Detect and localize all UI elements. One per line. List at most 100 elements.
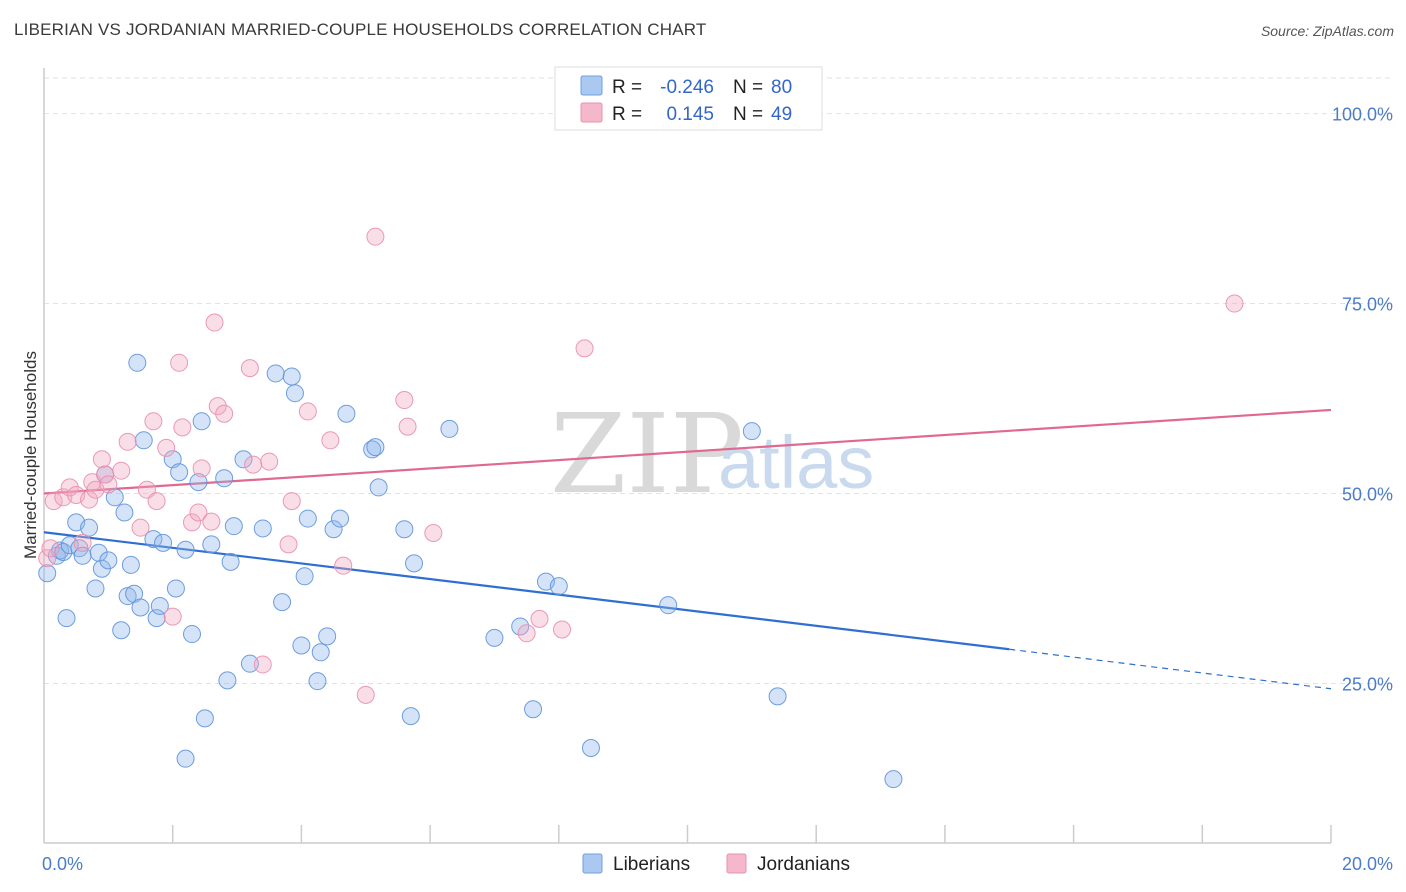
axes [43,68,1332,844]
legend-n-value: 80 [771,77,792,98]
point-jordanians [334,556,353,575]
point-liberians [218,671,237,690]
point-jordanians [41,539,60,558]
point-liberians [240,654,259,673]
point-liberians [337,404,356,423]
point-liberians [121,555,140,574]
point-liberians [440,419,459,438]
point-jordanians [208,397,227,416]
point-jordanians [366,227,385,246]
point-jordanians [183,513,202,532]
point-jordanians [202,512,221,531]
point-jordanians [398,417,417,436]
point-liberians [405,554,424,573]
point-jordanians [215,404,234,423]
x-tick-label: 0.0% [42,854,83,874]
point-liberians [292,636,311,655]
point-jordanians [144,412,163,431]
point-liberians [395,520,414,539]
legend-r-value: 0.145 [666,104,714,125]
bottom-legend: Liberians Jordanians [582,853,850,875]
point-liberians [311,643,330,662]
legend-r-value: -0.246 [660,77,714,98]
point-liberians [176,540,195,559]
y-tick-label: 100.0% [1332,105,1393,125]
point-liberians [549,577,568,596]
point-liberians [742,422,761,441]
point-liberians [99,551,118,570]
point-liberians [285,384,304,403]
point-liberians [176,749,195,768]
point-jordanians [279,535,298,554]
point-liberians [215,469,234,488]
legend-swatch-liberians [580,75,603,96]
legend-n-value: 49 [771,104,792,125]
point-liberians [524,700,543,719]
grid-lines [44,77,1392,684]
point-jordanians [131,518,150,537]
point-jordanians [356,685,375,704]
bottom-legend-swatch-liberians [582,853,603,874]
y-tick-label: 75.0% [1342,295,1393,315]
point-jordanians [530,609,549,628]
point-jordanians [424,524,443,542]
legend-swatch-jordanians [580,102,603,123]
point-liberians [57,609,76,628]
point-jordanians [260,452,279,471]
point-liberians [80,518,99,537]
point-jordanians [80,490,99,509]
point-jordanians [575,339,594,358]
point-jordanians [1225,294,1244,313]
point-liberians [282,367,301,386]
point-jordanians [244,455,263,474]
point-liberians [134,431,153,450]
point-liberians [150,596,169,615]
legend-r-label: R = [612,77,642,98]
point-liberians [170,463,189,482]
point-liberians [189,473,208,492]
point-liberians [128,353,147,372]
point-liberians [581,739,600,758]
point-jordanians [517,624,536,643]
point-jordanians [38,549,57,568]
point-jordanians [321,431,340,450]
y-tick-label: 50.0% [1342,484,1393,504]
point-liberians [38,564,57,583]
legend-n-label: N = [733,77,763,98]
bottom-legend-swatch-jordanians [726,853,747,874]
x-tick-label: 20.0% [1342,854,1393,874]
bottom-legend-label-liberians: Liberians [613,854,690,875]
point-liberians [154,533,173,552]
point-liberians [273,593,292,612]
watermark-atlas: atlas [718,421,874,504]
point-liberians [884,770,903,789]
point-liberians [115,503,134,522]
point-liberians [511,617,530,636]
legend-r-label: R = [612,104,642,125]
point-liberians [295,567,314,586]
point-liberians [318,627,337,646]
point-liberians [366,438,385,457]
point-jordanians [205,313,224,332]
point-jordanians [147,492,166,511]
point-jordanians [73,533,92,552]
y-tick-label: 25.0% [1342,674,1393,694]
point-liberians [202,535,221,554]
point-liberians [308,672,327,691]
point-jordanians [44,492,63,511]
trend-line-jordanians [43,408,1332,495]
point-liberians [224,517,243,536]
point-jordanians [163,607,182,626]
point-jordanians [99,475,118,494]
point-jordanians [395,391,414,410]
point-jordanians [298,402,317,421]
point-liberians [221,552,240,571]
point-jordanians [60,478,79,497]
x-tick-labels: 0.0% 20.0% [42,854,1393,874]
point-liberians [369,478,388,497]
point-liberians [192,412,211,431]
point-liberians [131,598,150,617]
point-liberians [112,621,131,640]
point-liberians [253,519,272,538]
